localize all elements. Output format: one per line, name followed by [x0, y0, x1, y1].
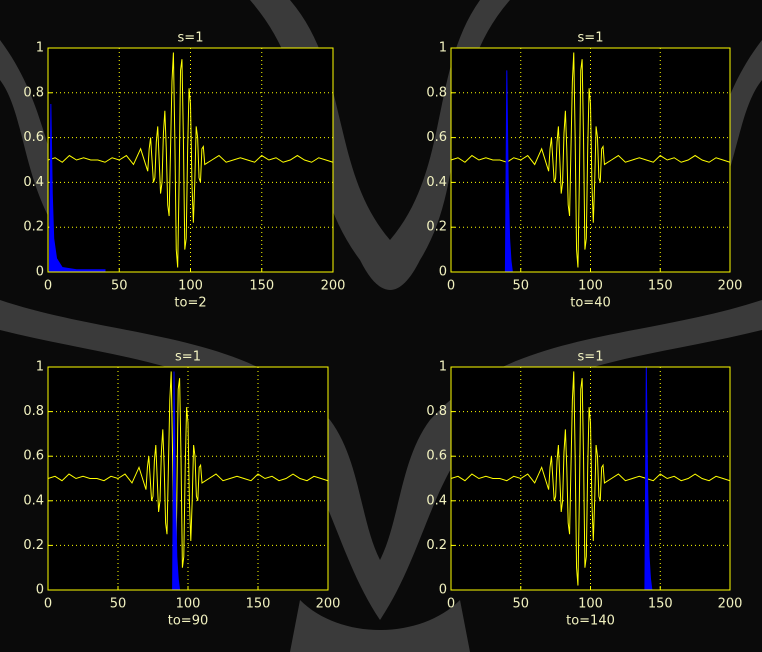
- x-tick-label: 200: [718, 279, 743, 294]
- figure: 05010015020000.20.40.60.81s=1to=20501001…: [0, 0, 762, 652]
- x-tick-label: 100: [578, 597, 603, 612]
- page: {"chart_data": [ {"type": "line", "title…: [0, 0, 762, 652]
- y-tick-label: 0: [439, 265, 447, 280]
- y-tick-label: 0.4: [23, 175, 44, 190]
- y-tick-label: 0: [439, 583, 447, 598]
- y-tick-label: 0.4: [23, 493, 44, 508]
- x-tick-label: 200: [718, 597, 743, 612]
- x-axis-label: to=40: [570, 296, 611, 311]
- y-tick-label: 0: [36, 583, 44, 598]
- x-tick-label: 0: [44, 597, 52, 612]
- x-tick-label: 100: [176, 597, 201, 612]
- y-tick-label: 0.6: [23, 130, 44, 145]
- y-tick-label: 0.8: [426, 85, 447, 100]
- y-tick-label: 0.4: [426, 493, 447, 508]
- y-tick-label: 0.6: [23, 449, 44, 464]
- x-tick-label: 50: [512, 597, 529, 612]
- y-tick-label: 0.6: [426, 449, 447, 464]
- x-tick-label: 50: [512, 279, 529, 294]
- y-tick-label: 0.4: [426, 175, 447, 190]
- x-tick-label: 0: [44, 279, 52, 294]
- x-axis-label: to=90: [168, 614, 209, 629]
- x-axis-label: to=2: [174, 296, 206, 311]
- y-tick-label: 1: [36, 41, 44, 56]
- y-tick-label: 0: [36, 265, 44, 280]
- y-tick-label: 0.2: [23, 538, 44, 553]
- x-tick-label: 150: [648, 597, 673, 612]
- y-tick-label: 0.2: [23, 220, 44, 235]
- y-tick-label: 0.6: [426, 130, 447, 145]
- y-tick-label: 0.2: [426, 220, 447, 235]
- x-tick-label: 150: [246, 597, 271, 612]
- x-tick-label: 0: [447, 597, 455, 612]
- x-axis-label: to=140: [566, 614, 615, 629]
- y-tick-label: 0.8: [426, 404, 447, 419]
- x-tick-label: 50: [110, 597, 127, 612]
- chart-title: s=1: [578, 31, 604, 46]
- chart-title: s=1: [178, 31, 204, 46]
- x-tick-label: 150: [249, 279, 274, 294]
- x-tick-label: 200: [321, 279, 346, 294]
- chart-title: s=1: [175, 350, 201, 365]
- x-tick-label: 100: [578, 279, 603, 294]
- y-tick-label: 0.2: [426, 538, 447, 553]
- y-tick-label: 1: [36, 360, 44, 375]
- y-tick-label: 1: [439, 41, 447, 56]
- y-tick-label: 0.8: [23, 85, 44, 100]
- x-tick-label: 200: [316, 597, 341, 612]
- x-tick-label: 150: [648, 279, 673, 294]
- x-tick-label: 0: [447, 279, 455, 294]
- x-tick-label: 50: [111, 279, 128, 294]
- y-tick-label: 0.8: [23, 404, 44, 419]
- chart-title: s=1: [578, 350, 604, 365]
- x-tick-label: 100: [178, 279, 203, 294]
- y-tick-label: 1: [439, 360, 447, 375]
